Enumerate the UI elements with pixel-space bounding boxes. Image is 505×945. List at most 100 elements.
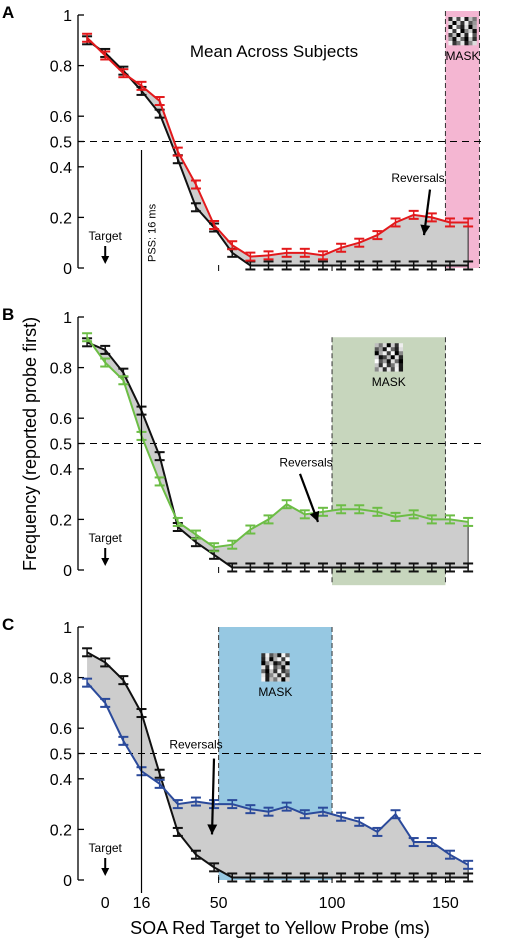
mask-noise-cell	[452, 41, 457, 46]
panels: MASK 0 0.2 0.4 0.5 0.6 0.8 1 Target Reversals A Mea…	[2, 3, 484, 890]
error-bar-red	[463, 217, 474, 228]
target-arrow-head	[101, 558, 110, 566]
mask-noise-cell	[382, 343, 388, 348]
panel-C: MASK 0 0.2 0.4 0.5 0.6 0.8 1 Target Reversals C	[2, 615, 484, 890]
error-bar-red	[336, 242, 347, 253]
mask-noise-cell	[448, 29, 453, 34]
mask-noise-cell	[448, 25, 453, 30]
error-bar-blue	[281, 801, 292, 812]
mask-noise-cell	[281, 661, 286, 666]
mask-noise-cell	[460, 21, 465, 26]
mask-noise-cell	[273, 653, 278, 658]
error-bar-green	[154, 476, 165, 487]
mask-noise-cell	[281, 677, 286, 682]
mask-noise-cell	[464, 37, 469, 42]
mask-noise-icon	[448, 17, 477, 46]
error-bar-blue	[209, 799, 220, 810]
error-bar-green	[426, 514, 437, 525]
error-bar-black	[281, 872, 292, 883]
error-bar-red	[118, 68, 129, 79]
error-bar-blue	[444, 849, 455, 860]
error-bar-red	[372, 230, 383, 241]
y-tick-label: 0.2	[50, 210, 72, 227]
mask-noise-cell	[265, 653, 270, 658]
error-bar-blue	[227, 799, 238, 810]
mask-noise-cell	[378, 363, 384, 368]
mask-noise-cell	[398, 347, 404, 352]
mask-noise-cell	[269, 669, 274, 674]
mask-noise-cell	[378, 359, 384, 364]
error-bar-black	[390, 872, 401, 883]
panel-label: C	[2, 615, 14, 634]
series-line-green	[86, 336, 469, 549]
reversals-label: Reversals	[169, 737, 222, 751]
error-bar-blue	[317, 806, 328, 817]
x-tick-label: 0	[101, 895, 110, 912]
mask-noise-cell	[448, 17, 453, 22]
y-tick-label: 0.4	[50, 772, 72, 789]
mask-noise-cell	[464, 41, 469, 46]
error-bar-green	[100, 357, 111, 368]
mask-noise-cell	[468, 29, 473, 34]
mask-noise-cell	[394, 343, 400, 348]
reversals-arrow-shaft	[210, 758, 216, 835]
mask-noise-cell	[394, 355, 400, 360]
y-tick-label: 0.4	[50, 160, 72, 177]
mask-noise-cell	[277, 657, 282, 662]
mask-noise-cell	[448, 37, 453, 42]
mask-noise-cell	[464, 17, 469, 22]
mask-noise-cell	[472, 21, 477, 26]
error-bar-black	[172, 826, 183, 837]
error-bar-green	[245, 524, 256, 535]
mask-noise-cell	[398, 351, 404, 356]
error-bar-green	[118, 375, 129, 386]
reversals-arrow-head	[309, 510, 320, 522]
y-tick-label: 0.5	[50, 437, 72, 454]
mask-noise-cell	[390, 359, 396, 364]
target-arrow-head	[101, 868, 110, 876]
y-tick-label: 0	[63, 873, 72, 890]
error-bar-blue	[100, 697, 111, 708]
error-bar-black	[408, 872, 419, 883]
mask-noise-cell	[456, 37, 461, 42]
y-tick-label: 0.8	[50, 59, 72, 76]
error-bar-red	[299, 247, 310, 258]
error-bar-blue	[299, 809, 310, 820]
mask-noise-cell	[394, 363, 400, 368]
mask-noise-cell	[394, 367, 400, 372]
y-tick-label: 0.4	[50, 462, 72, 479]
series-line-red	[86, 37, 469, 258]
mask-noise-icon	[261, 653, 290, 682]
x-tick-label: 50	[210, 895, 228, 912]
mask-label: MASK	[445, 49, 479, 63]
error-bar-black	[227, 872, 238, 883]
mask-noise-cell	[382, 355, 388, 360]
error-bar-green	[354, 504, 365, 515]
error-bar-green	[227, 539, 238, 550]
error-bar-black	[463, 562, 474, 573]
y-tick-label: 0.5	[50, 747, 72, 764]
error-bar-red	[281, 247, 292, 258]
error-bar-green	[463, 516, 474, 527]
error-bar-black	[426, 260, 437, 271]
error-bar-black	[408, 260, 419, 271]
mask-noise-cell	[285, 673, 290, 678]
mask-noise-cell	[374, 355, 380, 360]
mask-noise-cell	[265, 657, 270, 662]
error-bar-green	[444, 514, 455, 525]
error-bar-red	[82, 32, 93, 43]
error-bar-green	[408, 509, 419, 520]
mask-noise-cell	[468, 33, 473, 38]
error-bar-blue	[372, 826, 383, 837]
panel-label: A	[2, 3, 14, 22]
mask-noise-cell	[468, 37, 473, 42]
reversals-label: Reversals	[279, 455, 332, 469]
mask-noise-cell	[277, 665, 282, 670]
error-bar-black	[444, 260, 455, 271]
error-bar-black	[426, 562, 437, 573]
mask-noise-cell	[386, 343, 392, 348]
mask-noise-cell	[378, 351, 384, 356]
error-bar-black	[317, 562, 328, 573]
error-bar-black	[317, 260, 328, 271]
error-bar-red	[100, 50, 111, 61]
